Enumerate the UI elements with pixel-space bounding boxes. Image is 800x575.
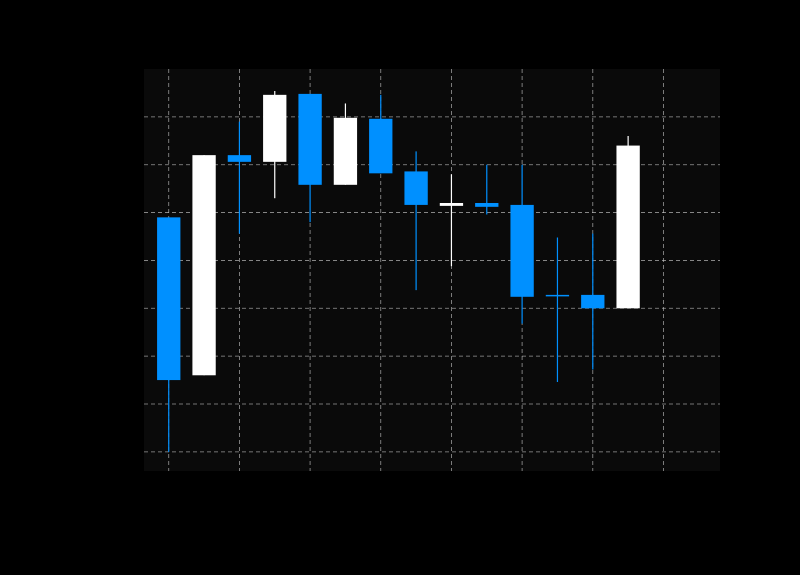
candle-body-down bbox=[404, 171, 428, 205]
candle-body-down bbox=[369, 118, 393, 174]
candle-body-up bbox=[333, 117, 358, 185]
candle-body-down bbox=[227, 155, 252, 162]
candle-body-up bbox=[439, 203, 464, 206]
candle-body-down bbox=[475, 203, 499, 207]
candle-body-down bbox=[510, 204, 534, 297]
candle-body-down bbox=[157, 217, 181, 381]
candle-body-up bbox=[616, 145, 640, 309]
candle-body-up bbox=[263, 94, 287, 162]
candle-body-down bbox=[581, 294, 605, 309]
candle-body-up bbox=[192, 155, 216, 376]
candles bbox=[157, 91, 640, 452]
candle-body-down bbox=[545, 294, 570, 297]
candle-body-down bbox=[298, 93, 322, 185]
